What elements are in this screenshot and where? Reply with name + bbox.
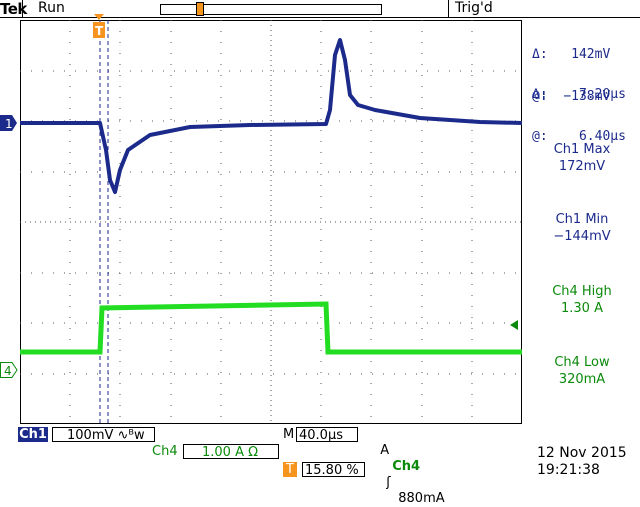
ch4-label[interactable]: Ch4 [152, 444, 178, 459]
ch4-waveform [20, 301, 522, 355]
divider [448, 0, 449, 18]
ch4-ground-marker[interactable]: 4 [0, 362, 18, 378]
ch1-scale-readout[interactable]: 100mV ∿ᴮw [52, 427, 155, 443]
t-delta-value: 7.20µs [578, 87, 626, 102]
ch1-ground-marker[interactable]: 1 [0, 115, 18, 131]
record-position-marker[interactable] [196, 2, 204, 16]
measurement-label: Ch1 Max [553, 142, 611, 157]
trigger-level-marker[interactable] [510, 320, 520, 330]
measurement-ch4-high: Ch4 High 1.30 A [527, 283, 637, 317]
measurement-ch1-max: Ch1 Max 172mV [527, 141, 637, 175]
ch4-scale-readout[interactable]: 1.00 A Ω [183, 444, 279, 460]
datetime: 12 Nov 2015 19:21:38 [537, 445, 627, 479]
trigger-position-badge: T [283, 462, 297, 477]
trigger-source: Ch4 [392, 459, 421, 474]
trigger-level: 880mA [398, 491, 445, 506]
divider [22, 0, 23, 18]
trigger-status: Trig'd [455, 0, 493, 16]
brand-logo: Tek [0, 0, 27, 18]
timebase-label: M [283, 427, 295, 442]
measurement-ch1-min: Ch1 Min −144mV [527, 211, 637, 245]
ch1-label-badge[interactable]: Ch1 [18, 427, 48, 442]
v-delta-value: 142mV [571, 47, 611, 62]
measurement-ch4-low: Ch4 Low 320mA [527, 354, 637, 388]
delta-symbol: Δ: [532, 47, 548, 62]
trigger-slope-icon: ʃ [386, 475, 391, 490]
delta-symbol: Δ: [532, 87, 548, 102]
t-at-value: 6.40µs [578, 129, 626, 144]
trigger-position-readout[interactable]: 15.80 % [302, 462, 365, 478]
ch4-marker-label: 4 [4, 364, 12, 378]
trigger-position-marker[interactable]: T [92, 14, 106, 42]
record-position-bar[interactable] [160, 4, 382, 15]
measurement-value: 1.30 A [561, 301, 603, 316]
time-cursor-readout: Δ: 7.20µs @: 6.40µs [532, 60, 626, 158]
at-symbol: @: [532, 89, 548, 104]
time-text: 19:21:38 [537, 462, 600, 478]
date-text: 12 Nov 2015 [537, 445, 627, 461]
measurement-value: 172mV [558, 159, 606, 174]
topbar-divider [0, 17, 640, 18]
at-symbol: @: [532, 129, 548, 144]
timebase-readout[interactable]: 40.0µs [296, 427, 358, 443]
measurement-value: −144mV [553, 229, 611, 244]
measurement-label: Ch1 Min [555, 212, 609, 227]
trigger-marker-label: T [95, 24, 104, 38]
scope-graticule[interactable] [20, 20, 522, 424]
v-at-value: −138mV [563, 89, 611, 104]
trigger-mode: A [380, 443, 390, 458]
acquisition-status[interactable]: Run [38, 0, 65, 16]
measurement-label: Ch4 Low [554, 355, 610, 370]
voltage-cursor-readout: Δ: 142mV @: −138mV [532, 20, 610, 118]
measurement-label: Ch4 High [552, 284, 612, 299]
ch1-waveform [20, 38, 522, 194]
measurement-value: 320mA [558, 372, 606, 387]
ch1-marker-label: 1 [5, 117, 13, 131]
trigger-readout[interactable]: A Ch4 ʃ 880mA [372, 427, 445, 507]
